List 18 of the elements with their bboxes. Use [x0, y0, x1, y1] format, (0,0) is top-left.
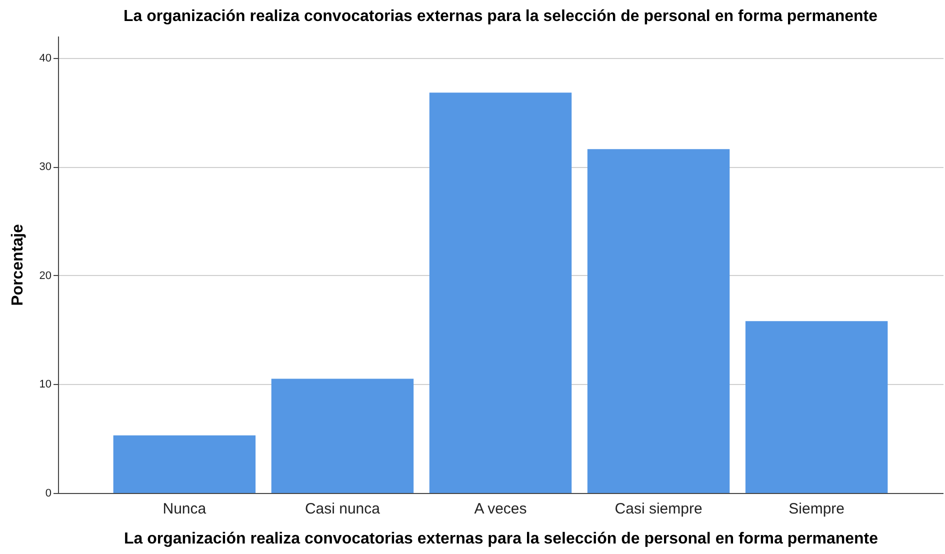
bar: [745, 321, 888, 493]
bar: [587, 149, 730, 493]
x-axis-title: La organización realiza convocatorias externas para la selección de personal en forma permanente: [124, 530, 878, 548]
chart-title: La organización realiza convocatorias externas para la selección de personal en forma permanente: [123, 8, 878, 25]
y-tick-label: 30: [39, 161, 52, 174]
y-tick-label: 10: [39, 378, 52, 391]
y-axis-title: Porcentaje: [9, 224, 26, 306]
y-tick-label: 0: [45, 488, 52, 500]
bar: [113, 435, 256, 493]
x-tick-label: Siempre: [788, 500, 844, 518]
x-tick-label: A veces: [474, 500, 527, 518]
y-tick-label: 40: [39, 52, 52, 64]
x-tick-label: Casi siempre: [614, 500, 702, 518]
bar: [271, 378, 414, 493]
y-tick-label: 20: [39, 270, 52, 282]
bar: [429, 92, 572, 493]
x-tick-label: Nunca: [162, 500, 207, 518]
x-tick-label: Casi nunca: [304, 500, 381, 518]
